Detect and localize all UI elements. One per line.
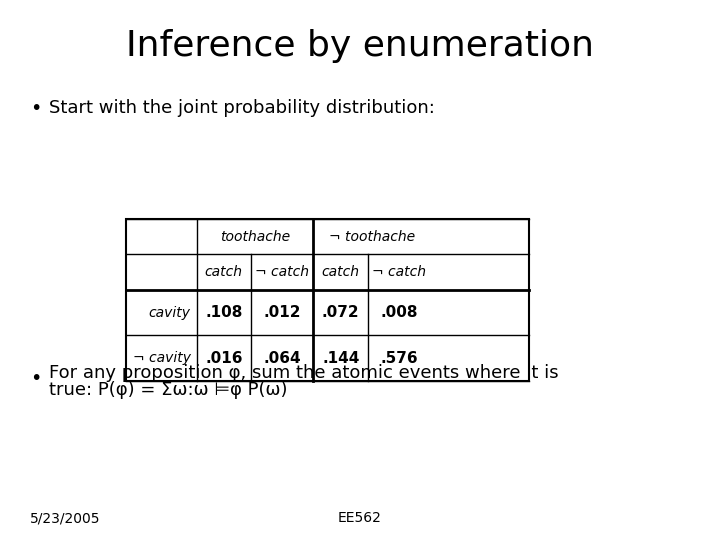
Text: .576: .576	[380, 350, 418, 366]
Text: ¬ catch: ¬ catch	[256, 265, 310, 279]
Text: •: •	[30, 98, 42, 118]
Text: catch: catch	[322, 265, 360, 279]
Text: .016: .016	[205, 350, 243, 366]
Text: EE562: EE562	[338, 511, 382, 525]
Text: .144: .144	[322, 350, 359, 366]
Text: .012: .012	[264, 305, 301, 320]
Text: .008: .008	[380, 305, 418, 320]
Text: •: •	[30, 368, 42, 388]
Text: .072: .072	[322, 305, 359, 320]
Text: Start with the joint probability distribution:: Start with the joint probability distrib…	[49, 99, 435, 117]
Text: cavity: cavity	[149, 306, 191, 320]
Text: catch: catch	[204, 265, 243, 279]
Text: toothache: toothache	[220, 230, 290, 244]
Bar	[126, 219, 529, 381]
Text: Inference by enumeration: Inference by enumeration	[126, 29, 594, 63]
Text: .108: .108	[205, 305, 243, 320]
Text: true: P(φ) = Σω:ω ⊨φ P(ω): true: P(φ) = Σω:ω ⊨φ P(ω)	[49, 381, 287, 399]
Text: .064: .064	[264, 350, 301, 366]
Text: For any proposition φ, sum the atomic events where it is: For any proposition φ, sum the atomic ev…	[49, 363, 559, 382]
Text: ¬ toothache: ¬ toothache	[329, 230, 415, 244]
Text: 5/23/2005: 5/23/2005	[30, 511, 101, 525]
Text: ¬ cavity: ¬ cavity	[132, 351, 191, 365]
Text: ¬ catch: ¬ catch	[372, 265, 426, 279]
